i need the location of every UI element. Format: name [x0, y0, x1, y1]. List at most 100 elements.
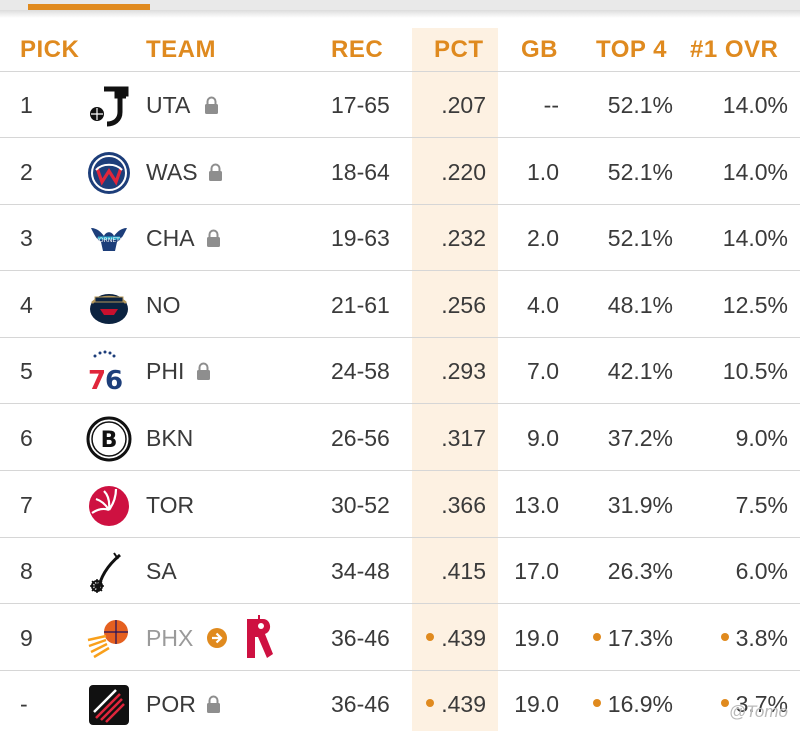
first-overall-odds-value: 12.5% — [722, 291, 788, 318]
record: 36-46 — [331, 691, 390, 718]
games-behind: 17.0 — [514, 558, 559, 585]
games-behind: 7.0 — [527, 358, 559, 385]
table-header: PICK TEAM REC PCT GB TOP 4 #1 OVR — [0, 28, 800, 72]
hornets-logo: HORNETS — [86, 216, 132, 262]
team-abbreviation[interactable]: TOR — [146, 491, 195, 518]
header-pct[interactable]: PCT — [434, 36, 484, 63]
win-pct-value: .317 — [441, 425, 486, 451]
team-abbreviation[interactable]: BKN — [146, 425, 194, 451]
active-tab-indicator[interactable] — [28, 4, 150, 10]
first-overall-odds: 10.5% — [723, 338, 788, 404]
win-pct: .415 — [441, 538, 486, 604]
games-behind: 1.0 — [527, 158, 559, 185]
first-overall-odds-value: 9.0% — [735, 425, 788, 451]
win-pct-value: .232 — [441, 225, 486, 252]
top4-odds-value: 42.1% — [607, 358, 673, 385]
tiebreak-dot — [592, 632, 601, 641]
team-abbreviation[interactable]: PHX — [146, 624, 194, 651]
table-row[interactable]: 4 NO 21-61 .256 4.0 48.1% 12.5% — [0, 272, 800, 338]
tiebreak-dot — [426, 632, 435, 641]
svg-text:B: B — [101, 428, 118, 453]
pick-number: 4 — [20, 291, 33, 318]
top4-odds: 48.1% — [608, 272, 673, 338]
pick-number: - — [20, 691, 28, 718]
first-overall-odds: 12.5% — [723, 272, 788, 338]
top4-odds-value: 16.9% — [607, 691, 673, 718]
wizards-logo — [86, 150, 132, 196]
team-abbreviation[interactable]: PHI — [146, 358, 185, 385]
lock-icon — [206, 695, 221, 714]
top-tab-bar — [0, 0, 800, 18]
top4-odds: 37.2% — [608, 405, 673, 471]
top4-odds-value: 37.2% — [607, 425, 673, 451]
pick-number: 5 — [20, 358, 33, 385]
lock-icon — [206, 229, 221, 248]
table-row[interactable]: 7 TOR 30-52 .366 13.0 31.9% 7.5% — [0, 472, 800, 538]
header-rec[interactable]: REC — [331, 36, 384, 63]
top4-odds: 52.1% — [608, 139, 673, 205]
team-abbreviation[interactable]: UTA — [146, 92, 191, 118]
first-overall-odds-value: 14.0% — [722, 92, 788, 118]
first-overall-odds: 3.8% — [720, 605, 788, 671]
win-pct: .439 — [426, 605, 486, 671]
pick-number: 7 — [20, 491, 33, 518]
table-row[interactable]: 2 WAS 18-64 .220 1.0 52.1% 14.0% — [0, 139, 800, 205]
win-pct: .220 — [441, 139, 486, 205]
top4-odds-value: 52.1% — [607, 158, 673, 185]
win-pct: .232 — [441, 205, 486, 271]
first-overall-odds: 14.0% — [723, 72, 788, 138]
win-pct-value: .256 — [441, 291, 486, 318]
games-behind: -- — [543, 92, 559, 118]
first-overall-odds-value: 3.8% — [735, 624, 788, 651]
team-abbreviation[interactable]: CHA — [146, 225, 195, 252]
table-row[interactable]: - POR 36-46 .439 19.0 16.9% 3.7% — [0, 671, 800, 731]
win-pct: .366 — [441, 472, 486, 538]
table-row[interactable]: 1 UTA 17-65 .207 -- 52.1% 14.0% — [0, 72, 800, 138]
tiebreak-dot — [592, 699, 601, 708]
team-abbreviation[interactable]: POR — [146, 691, 196, 718]
raptors-logo — [86, 483, 132, 529]
team-abbreviation[interactable]: NO — [146, 291, 181, 318]
team-abbreviation[interactable]: WAS — [146, 158, 198, 185]
arrow-right-icon — [206, 627, 228, 649]
pick-number: 2 — [20, 158, 33, 185]
blazers-logo — [86, 682, 132, 728]
pick-number: 9 — [20, 624, 33, 651]
first-overall-odds: 9.0% — [736, 405, 788, 471]
record: 19-63 — [331, 225, 390, 252]
first-overall-odds-value: 14.0% — [722, 225, 788, 252]
nets-logo: B — [86, 416, 132, 462]
table-row[interactable]: 3 HORNETS CHA 19-63 .232 2.0 52.1% 14.0% — [0, 205, 800, 272]
top4-odds: 52.1% — [608, 72, 673, 138]
header-gb[interactable]: GB — [521, 36, 558, 63]
header-top4[interactable]: TOP 4 — [596, 36, 667, 63]
games-behind: 19.0 — [514, 624, 559, 651]
top4-odds-value: 52.1% — [607, 92, 673, 118]
table-row[interactable]: 6 B BKN 26-56 .317 9.0 37.2% 9.0% — [0, 405, 800, 471]
first-overall-odds: 6.0% — [736, 538, 788, 604]
top4-odds-value: 48.1% — [607, 291, 673, 318]
header-team[interactable]: TEAM — [146, 36, 216, 63]
header-pick[interactable]: PICK — [20, 36, 80, 63]
top4-odds: 26.3% — [608, 538, 673, 604]
record: 34-48 — [331, 558, 390, 585]
win-pct-value: .220 — [441, 158, 486, 185]
team-abbreviation[interactable]: SA — [146, 558, 177, 585]
record: 26-56 — [331, 425, 390, 451]
win-pct: .293 — [441, 338, 486, 404]
table-row[interactable]: 9 PHX 36-46 .439 19.0 17.3% 3.8% — [0, 605, 800, 671]
jazz-logo — [86, 83, 132, 129]
svg-text:HORNETS: HORNETS — [94, 237, 123, 244]
pick-number: 8 — [20, 558, 33, 585]
games-behind: 4.0 — [527, 291, 559, 318]
record: 21-61 — [331, 291, 390, 318]
header-first-overall[interactable]: #1 OVR — [690, 36, 779, 63]
win-pct-value: .439 — [441, 691, 486, 718]
top4-odds: 52.1% — [608, 205, 673, 271]
win-pct-value: .415 — [441, 558, 486, 585]
record: 30-52 — [331, 491, 390, 518]
spurs-logo — [86, 549, 132, 595]
win-pct: .439 — [426, 671, 486, 731]
table-row[interactable]: 5 7 6 PHI 24-58 .293 7.0 42.1% 10.5% — [0, 338, 800, 405]
table-row[interactable]: 8 SA 34-48 .415 17.0 26.3% 6.0% — [0, 538, 800, 605]
